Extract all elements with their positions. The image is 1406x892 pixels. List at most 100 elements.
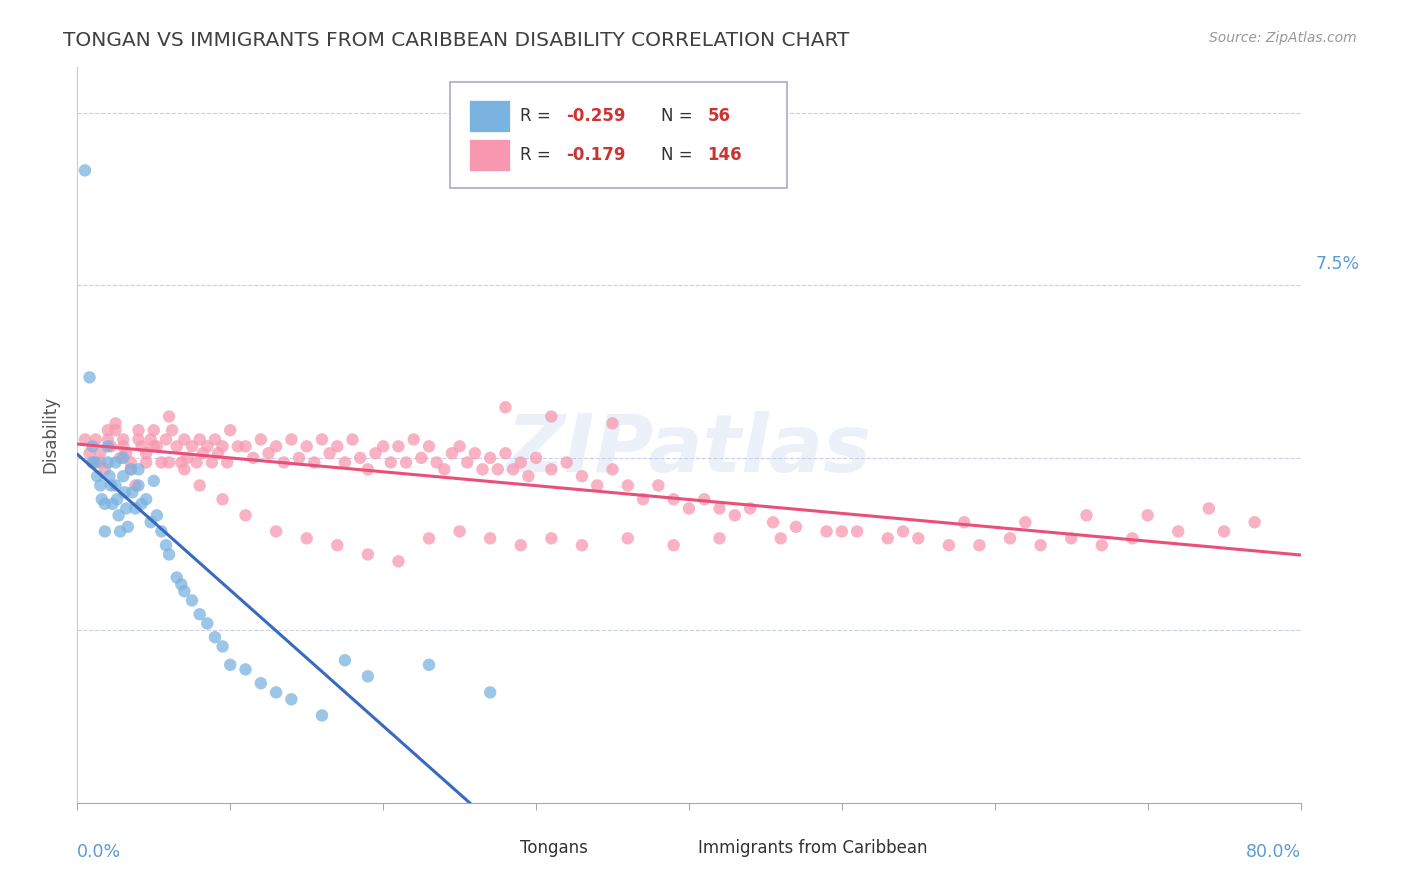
- Point: [135, 446, 157, 460]
- Point: [280, 433, 302, 447]
- Point: [449, 524, 471, 539]
- Point: [142, 474, 165, 488]
- Point: [207, 446, 229, 460]
- Point: [188, 607, 211, 622]
- Point: [709, 501, 731, 516]
- Point: [540, 409, 562, 424]
- Point: [250, 676, 273, 690]
- Point: [211, 492, 233, 507]
- Point: [364, 446, 387, 460]
- Point: [104, 423, 127, 437]
- Point: [357, 548, 380, 562]
- Point: [387, 554, 409, 568]
- Point: [333, 455, 356, 469]
- Point: [131, 439, 153, 453]
- Point: [117, 520, 139, 534]
- Point: [112, 439, 135, 453]
- Point: [181, 593, 204, 607]
- Text: R =: R =: [520, 146, 557, 164]
- Point: [204, 630, 226, 644]
- Text: -0.259: -0.259: [567, 107, 626, 125]
- Point: [709, 532, 731, 546]
- Point: [371, 439, 394, 453]
- Point: [73, 433, 96, 447]
- Point: [602, 417, 624, 431]
- Point: [127, 462, 149, 476]
- Point: [1060, 532, 1083, 546]
- Point: [195, 439, 218, 453]
- Point: [433, 462, 456, 476]
- Point: [142, 439, 165, 453]
- Point: [342, 433, 364, 447]
- Point: [131, 497, 153, 511]
- Point: [502, 462, 524, 476]
- Point: [173, 584, 195, 599]
- Point: [108, 524, 131, 539]
- Point: [524, 450, 547, 465]
- Point: [97, 455, 120, 469]
- Point: [89, 455, 111, 469]
- Point: [155, 538, 177, 552]
- Point: [115, 501, 138, 516]
- Point: [108, 450, 131, 465]
- Text: Disability: Disability: [41, 396, 59, 474]
- Point: [602, 462, 624, 476]
- Point: [191, 446, 214, 460]
- Point: [150, 524, 173, 539]
- Point: [188, 433, 211, 447]
- FancyBboxPatch shape: [468, 139, 510, 171]
- Point: [89, 446, 111, 460]
- Point: [769, 532, 792, 546]
- Point: [876, 532, 898, 546]
- Point: [662, 492, 685, 507]
- FancyBboxPatch shape: [478, 834, 515, 861]
- Point: [333, 653, 356, 667]
- Point: [142, 423, 165, 437]
- Text: N =: N =: [661, 107, 697, 125]
- Point: [264, 439, 287, 453]
- Point: [273, 455, 295, 469]
- Point: [226, 439, 249, 453]
- Point: [357, 462, 380, 476]
- Point: [357, 669, 380, 683]
- Point: [120, 455, 142, 469]
- Point: [257, 446, 280, 460]
- Point: [127, 433, 149, 447]
- Point: [349, 450, 371, 465]
- Point: [1076, 508, 1098, 523]
- Point: [571, 538, 593, 552]
- Point: [98, 469, 121, 483]
- Point: [440, 446, 463, 460]
- Point: [195, 616, 218, 631]
- Point: [97, 433, 120, 447]
- Point: [264, 685, 287, 699]
- Point: [120, 462, 142, 476]
- Point: [89, 478, 111, 492]
- Point: [127, 423, 149, 437]
- Point: [82, 455, 104, 469]
- Text: TONGAN VS IMMIGRANTS FROM CARIBBEAN DISABILITY CORRELATION CHART: TONGAN VS IMMIGRANTS FROM CARIBBEAN DISA…: [63, 31, 849, 50]
- Point: [86, 469, 108, 483]
- Text: ZIPatlas: ZIPatlas: [506, 410, 872, 489]
- Point: [204, 433, 226, 447]
- Point: [288, 450, 311, 465]
- Point: [402, 433, 425, 447]
- Point: [495, 401, 517, 415]
- Point: [509, 455, 531, 469]
- Text: 0.0%: 0.0%: [77, 843, 121, 862]
- Point: [426, 455, 449, 469]
- Point: [211, 439, 233, 453]
- Point: [201, 455, 224, 469]
- Point: [186, 455, 208, 469]
- Point: [124, 501, 146, 516]
- Point: [938, 538, 960, 552]
- Point: [540, 462, 562, 476]
- Point: [146, 439, 169, 453]
- Point: [1167, 524, 1189, 539]
- Point: [97, 423, 120, 437]
- Point: [617, 532, 640, 546]
- Point: [176, 450, 198, 465]
- Point: [785, 520, 807, 534]
- Point: [1091, 538, 1114, 552]
- Point: [250, 433, 273, 447]
